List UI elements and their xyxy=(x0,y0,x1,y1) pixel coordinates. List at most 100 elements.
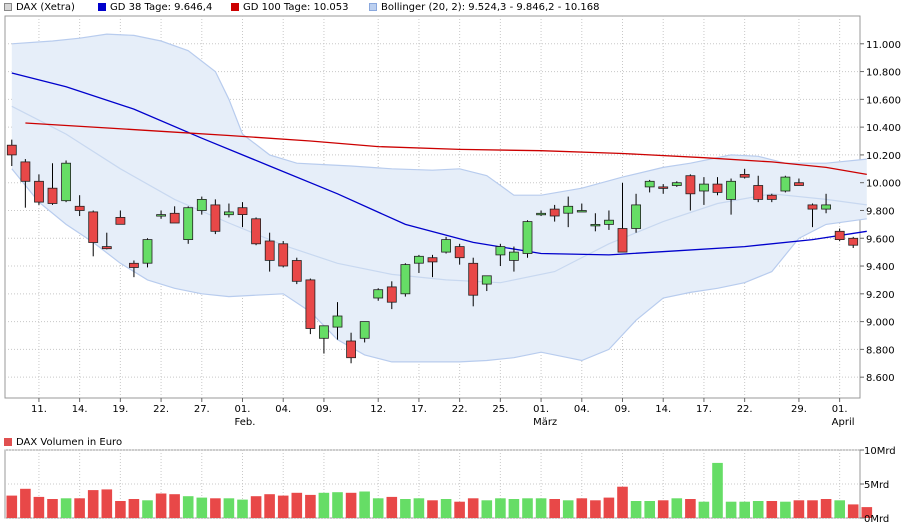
volume-bar xyxy=(793,500,805,518)
volume-y-tick-label: 0Mrd xyxy=(864,514,889,525)
volume-bar xyxy=(644,501,655,518)
price-x-tick-label: 12. xyxy=(370,404,386,415)
candle-body xyxy=(794,182,804,186)
candle-body xyxy=(332,315,343,328)
candle-body xyxy=(47,187,58,204)
volume-chart: 0Mrd 5Mrd 10Mrd xyxy=(4,446,896,525)
candle-body xyxy=(671,182,682,186)
candle-body xyxy=(712,183,723,193)
candlesticks xyxy=(6,139,859,364)
candle-body xyxy=(183,207,194,240)
candle-body xyxy=(34,180,44,203)
price-x-tick-label: 22. xyxy=(737,404,753,415)
candle-body xyxy=(848,237,859,246)
volume-bar xyxy=(359,491,370,518)
volume-bar xyxy=(264,494,275,518)
candle-body xyxy=(821,204,831,210)
candle-body xyxy=(305,279,316,329)
price-x-tick-label: 19. xyxy=(112,404,128,415)
candle-body xyxy=(495,246,506,256)
volume-bar xyxy=(20,488,31,518)
month-label: April xyxy=(832,417,855,428)
volume-bar xyxy=(169,494,180,518)
volume-bar xyxy=(277,495,289,518)
volume-bar xyxy=(685,499,696,518)
volume-bar xyxy=(617,486,628,518)
candle-body xyxy=(753,185,764,200)
volume-bar xyxy=(196,497,208,518)
price-y-tick-label: 10.400 xyxy=(866,123,901,134)
candle-body xyxy=(142,239,153,264)
volume-bar xyxy=(780,501,791,518)
volume-bar xyxy=(481,500,493,518)
legend-label-dax: DAX (Xetra) xyxy=(16,1,75,13)
volume-bar xyxy=(60,498,72,518)
legend-item-bollinger: Bollinger (20, 2): 9.524,3 - 9.846,2 - 1… xyxy=(369,1,600,13)
volume-bar xyxy=(562,500,574,518)
volume-bar xyxy=(47,499,58,518)
candle-body xyxy=(386,286,397,303)
volume-bar xyxy=(630,501,642,518)
candle-body xyxy=(413,255,424,264)
bollinger-middle-line xyxy=(11,105,867,284)
volume-bar xyxy=(142,500,153,518)
volume-legend-swatch xyxy=(4,438,12,446)
candle-body xyxy=(128,262,139,268)
candle-body xyxy=(549,208,560,217)
candle-body xyxy=(237,207,248,215)
candle-body xyxy=(658,186,669,189)
volume-bar xyxy=(712,462,723,518)
candle-body xyxy=(169,212,180,224)
price-x-tick-label: 17. xyxy=(696,404,712,415)
legend-label-bollinger: Bollinger (20, 2): 9.524,3 - 9.846,2 - 1… xyxy=(381,1,600,13)
volume-bar xyxy=(834,500,845,518)
candle-body xyxy=(617,228,628,253)
price-axis: 8.600 8.800 9.000 9.200 9.400 9.600 9.800 10.00… xyxy=(31,40,901,428)
candle-body xyxy=(101,246,112,250)
volume-bar xyxy=(725,501,737,518)
price-y-tick-label: 9.000 xyxy=(866,318,895,329)
gd100-line xyxy=(25,122,867,176)
volume-bar xyxy=(6,495,18,518)
candle-body xyxy=(590,223,601,227)
price-x-tick-label: 25. xyxy=(492,404,508,415)
price-x-tick-label: 27. xyxy=(194,404,210,415)
volume-bar xyxy=(345,492,357,518)
price-y-tick-label: 9.400 xyxy=(866,262,895,273)
volume-bar xyxy=(752,501,764,518)
price-x-tick-label: 17. xyxy=(411,404,427,415)
candle-body xyxy=(468,262,479,296)
price-y-tick-label: 10.800 xyxy=(866,68,901,79)
volume-bar xyxy=(291,492,303,518)
volume-bar xyxy=(87,490,99,518)
candle-body xyxy=(251,218,262,245)
candle-body xyxy=(196,198,207,211)
candle-body xyxy=(88,211,99,243)
moving-average-lines xyxy=(11,72,867,256)
candle-body xyxy=(454,246,465,259)
volume-bar xyxy=(671,498,683,518)
price-x-tick-label: 09. xyxy=(615,404,631,415)
candle-body xyxy=(699,183,709,192)
volume-bar xyxy=(467,498,479,518)
volume-bar xyxy=(400,499,411,518)
candle-body xyxy=(766,194,777,200)
volume-bar xyxy=(332,492,343,518)
candle-body xyxy=(156,214,167,217)
volume-bar xyxy=(766,501,778,518)
volume-axis: 0Mrd 5Mrd 10Mrd xyxy=(860,446,896,525)
volume-bar xyxy=(847,504,859,518)
price-x-tick-label: 04. xyxy=(275,404,291,415)
bollinger-lower-line xyxy=(11,168,867,363)
volume-bar xyxy=(74,498,85,518)
price-x-tick-label: 01. xyxy=(533,404,549,415)
legend-label-gd38: GD 38 Tage: 9.646,4 xyxy=(110,1,213,13)
candle-body xyxy=(427,257,438,263)
volume-bar xyxy=(440,499,452,518)
candle-body xyxy=(346,340,357,359)
candle-body xyxy=(373,289,384,299)
candle-body xyxy=(6,144,17,156)
price-y-tick-label: 9.600 xyxy=(866,234,895,245)
price-y-tick-label: 10.600 xyxy=(866,95,901,106)
volume-bar xyxy=(128,499,140,518)
